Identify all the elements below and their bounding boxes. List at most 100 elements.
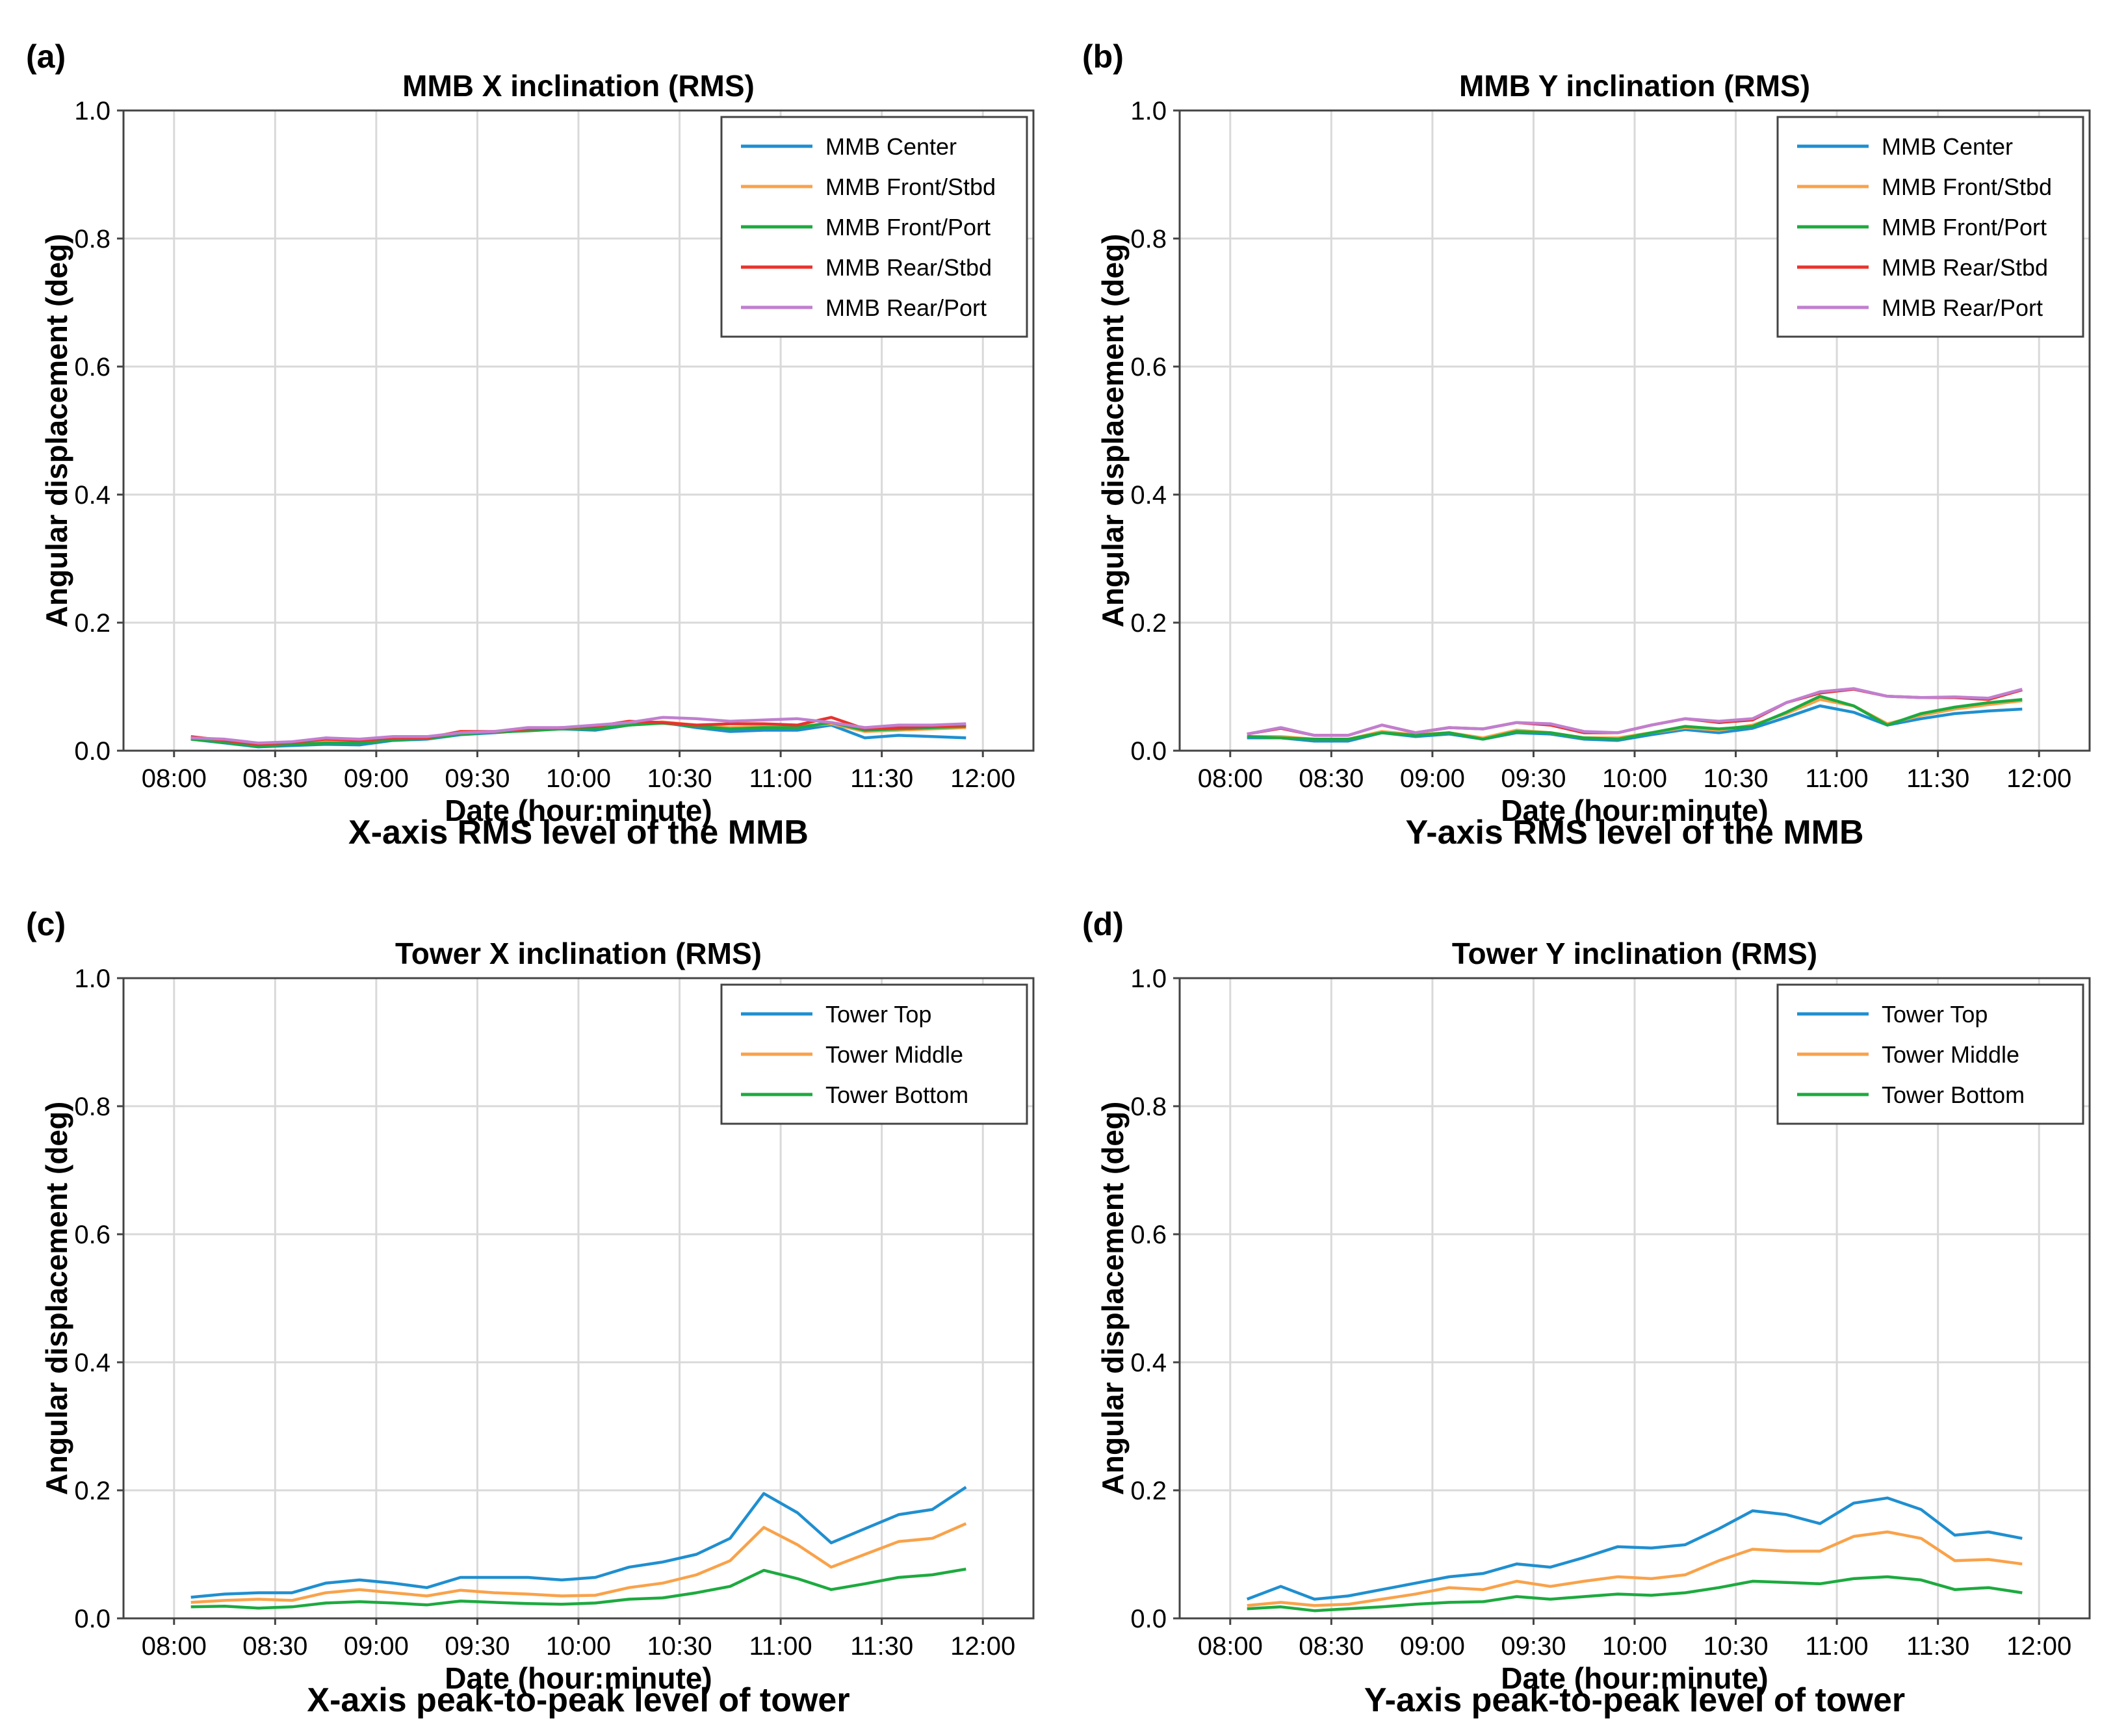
panel-letter: (c) (26, 906, 66, 942)
legend-label: MMB Rear/Port (825, 294, 987, 321)
y-axis-label: Angular displacement (deg) (1096, 1102, 1130, 1496)
series-line-2 (1247, 1530, 2023, 1607)
x-tick-label: 09:00 (344, 764, 409, 793)
chart-svg: (c) Tower X inclination (RMS) 08:00 08:30 09… (26, 906, 1035, 1719)
x-tick-label: 12:00 (2006, 764, 2071, 793)
legend-label: Tower Top (825, 1001, 931, 1028)
x-tick-label: 09:30 (1501, 764, 1566, 793)
x-tick-label: 10:30 (647, 1632, 712, 1661)
chart-svg: (b) MMB Y inclination (RMS) 08:00 08:30 09:0… (1082, 38, 2091, 851)
chart-title: MMB X inclination (RMS) (402, 69, 755, 103)
y-tick-label: 0.8 (74, 1093, 110, 1121)
panel-caption: Y-axis peak-to-peak level of tower (1364, 1681, 1905, 1719)
legend-label: MMB Front/Port (825, 214, 991, 240)
series-line-3 (190, 1567, 966, 1610)
legend: MMB Center MMB Front/Stbd MMB Front/Port MM… (1776, 116, 2084, 338)
y-tick-label: 0.2 (74, 1477, 110, 1505)
legend-label: MMB Rear/Port (1882, 294, 2043, 321)
y-axis-label: Angular displacement (deg) (40, 1102, 73, 1496)
series-line-5 (1247, 687, 2023, 737)
x-tick-label: 10:00 (546, 764, 611, 793)
series-line-2 (190, 1522, 967, 1604)
y-tick-label: 0.8 (1130, 1093, 1167, 1121)
x-tick-label: 11:00 (1806, 1632, 1869, 1661)
chart-title: MMB Y inclination (RMS) (1459, 69, 1810, 103)
x-tick-label: 09:00 (1400, 764, 1465, 793)
x-tick-label: 08:30 (1299, 764, 1364, 793)
y-axis-label: Angular displacement (deg) (40, 234, 73, 628)
x-axis-label: Date (hour:minute) (1501, 1661, 1768, 1695)
y-tick-label: 1.0 (74, 97, 110, 125)
y-tick-label: 0.6 (1130, 353, 1167, 382)
panel-caption: X-axis peak-to-peak level of tower (307, 1681, 849, 1719)
x-tick-label: 10:00 (546, 1632, 611, 1661)
chart-title: Tower Y inclination (RMS) (1452, 937, 1817, 970)
y-tick-label: 0.0 (1130, 1605, 1167, 1633)
x-tick-label: 08:00 (1198, 1632, 1263, 1661)
x-tick-label: 08:00 (142, 764, 207, 793)
x-tick-label: 08:00 (142, 1632, 207, 1661)
x-tick-label: 09:30 (445, 764, 510, 793)
x-tick-label: 12:00 (2006, 1632, 2071, 1661)
x-axis-label: Date (hour:minute) (445, 794, 712, 827)
y-tick-label: 0.4 (74, 1349, 110, 1377)
panel-a: (a) MMB X inclination (RMS) 08:00 08:30 09:0… (0, 0, 1056, 868)
panel-caption: Y-axis RMS level of the MMB (1405, 814, 1863, 851)
x-tick-label: 08:30 (242, 1632, 307, 1661)
x-tick-label: 10:30 (647, 764, 712, 793)
y-tick-label: 1.0 (74, 965, 110, 993)
y-tick-label: 0.8 (1130, 225, 1167, 253)
x-tick-label: 09:30 (1501, 1632, 1566, 1661)
chart-svg: (a) MMB X inclination (RMS) 08:00 08:30 09:0… (26, 38, 1035, 851)
y-tick-label: 0.6 (1130, 1221, 1167, 1249)
legend: Tower Top Tower Middle Tower Bottom (720, 983, 1028, 1125)
x-tick-label: 08:30 (242, 764, 307, 793)
x-tick-label: 12:00 (950, 764, 1015, 793)
series-line-1 (1246, 1496, 2023, 1601)
panel-caption: X-axis RMS level of the MMB (348, 814, 809, 851)
x-axis-label: Date (hour:minute) (1501, 794, 1768, 827)
panel-letter: (a) (26, 38, 66, 75)
x-tick-label: 11:00 (1806, 764, 1869, 793)
panel-b: (b) MMB Y inclination (RMS) 08:00 08:30 09:0… (1056, 0, 2112, 868)
y-tick-label: 0.2 (74, 609, 110, 638)
legend-box (720, 983, 1028, 1125)
legend-label: MMB Front/Stbd (1882, 174, 2052, 200)
legend-label: Tower Middle (1882, 1041, 2019, 1068)
y-tick-label: 0.6 (74, 353, 110, 382)
y-axis-label: Angular displacement (deg) (1096, 234, 1130, 628)
y-tick-label: 0.2 (1130, 609, 1167, 638)
legend-label: Tower Middle (825, 1041, 963, 1068)
y-tick-label: 0.4 (1130, 1349, 1167, 1377)
y-tick-label: 0.0 (74, 1605, 110, 1633)
chart-svg: (d) Tower Y inclination (RMS) 08:00 08:30 09… (1082, 906, 2091, 1719)
x-tick-label: 10:30 (1704, 1632, 1769, 1661)
x-tick-label: 09:00 (344, 1632, 409, 1661)
legend: MMB Center MMB Front/Stbd MMB Front/Port MM… (720, 116, 1028, 338)
y-tick-label: 0.6 (74, 1221, 110, 1249)
x-tick-label: 11:30 (850, 1632, 913, 1661)
legend-label: Tower Top (1882, 1001, 1988, 1028)
gridlines (1180, 977, 2090, 1620)
x-tick-label: 08:00 (1198, 764, 1263, 793)
legend-label: MMB Center (1882, 133, 2013, 160)
y-tick-label: 1.0 (1130, 97, 1167, 125)
y-tick-label: 0.0 (1130, 737, 1167, 766)
panel-letter: (d) (1082, 906, 1124, 942)
panel-letter: (b) (1082, 38, 1124, 75)
y-tick-label: 0.8 (74, 225, 110, 253)
x-tick-label: 11:00 (749, 764, 812, 793)
x-tick-label: 09:00 (1400, 1632, 1465, 1661)
y-tick-label: 0.4 (74, 481, 110, 510)
y-tick-label: 0.2 (1130, 1477, 1167, 1505)
x-tick-label: 11:30 (1906, 1632, 1969, 1661)
y-tick-label: 0.4 (1130, 481, 1167, 510)
x-axis-label: Date (hour:minute) (445, 1661, 712, 1695)
x-tick-label: 10:00 (1602, 1632, 1667, 1661)
x-tick-label: 11:30 (1906, 764, 1969, 793)
legend-label: Tower Bottom (1882, 1082, 2025, 1108)
legend-label: MMB Front/Stbd (825, 174, 996, 200)
series-line-3 (1247, 1575, 2023, 1613)
series-line-1 (190, 1486, 967, 1599)
